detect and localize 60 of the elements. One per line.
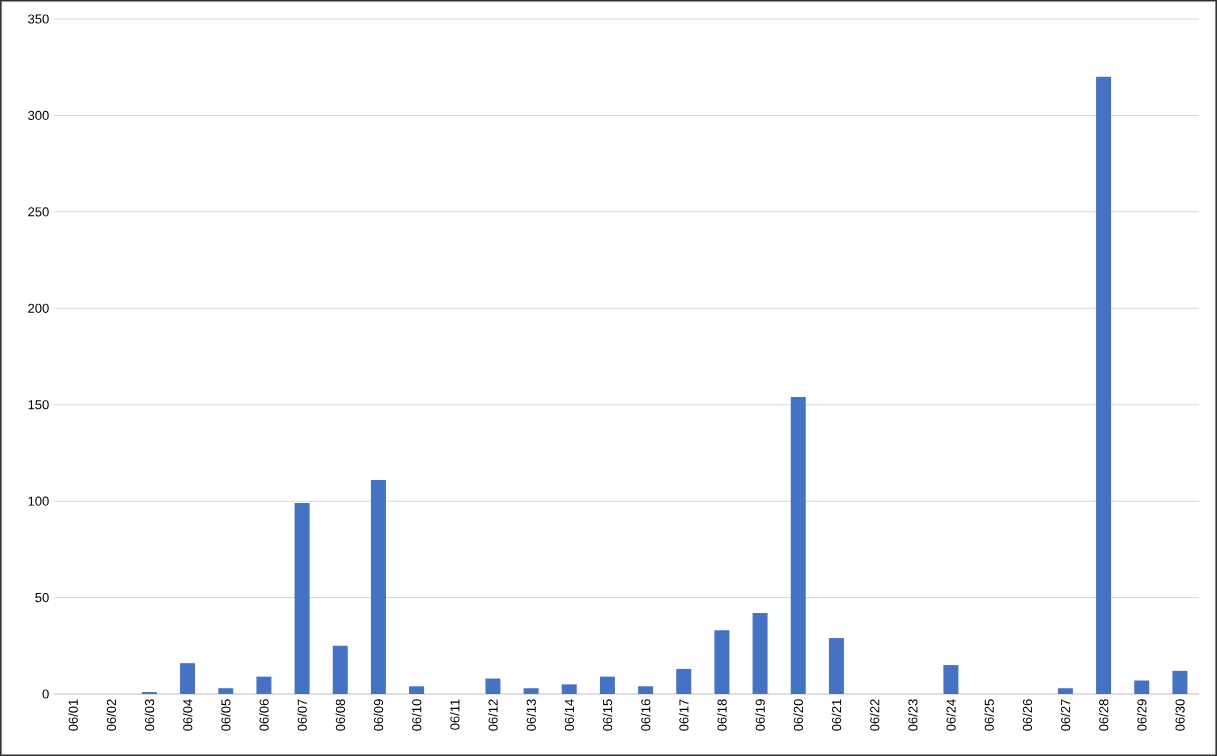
- bar: [1057, 688, 1073, 694]
- x-tick-label: 06/06: [259, 699, 269, 731]
- bar: [180, 663, 196, 694]
- x-tick-label: 06/07: [297, 699, 307, 731]
- x-tick-label: 06/12: [488, 699, 498, 731]
- bar: [523, 688, 539, 694]
- bar: [561, 684, 577, 694]
- y-tick-label: 150: [28, 400, 49, 410]
- x-tick-label: 06/22: [869, 699, 880, 731]
- x-tick-label: 06/15: [602, 699, 613, 731]
- bar: [294, 503, 310, 694]
- x-tick-label: 06/03: [144, 699, 155, 731]
- x-tick-label: 06/27: [1060, 699, 1071, 731]
- x-tick-label: 06/18: [717, 699, 727, 731]
- y-tick-label: 250: [28, 207, 49, 217]
- bar: [1134, 680, 1150, 694]
- bar: [676, 668, 692, 694]
- y-tick-label: 200: [28, 303, 49, 313]
- x-tick-label: 06/29: [1136, 699, 1147, 731]
- x-tick-label: 06/23: [907, 699, 918, 731]
- bar: [752, 613, 768, 694]
- y-tick-label: 0: [42, 689, 49, 699]
- x-tick-label: 06/17: [678, 699, 689, 731]
- x-tick-label: 06/28: [1098, 699, 1109, 731]
- bar: [828, 638, 844, 694]
- x-tick-label: 06/01: [68, 699, 78, 731]
- x-tick-label: 06/13: [526, 699, 536, 731]
- bar: [790, 397, 806, 694]
- x-tick-label: 06/11: [449, 699, 460, 730]
- x-tick-label: 06/24: [946, 699, 956, 731]
- x-tick-label: 06/05: [220, 699, 231, 731]
- bar: [1172, 670, 1188, 694]
- bar: [332, 645, 348, 694]
- y-tick-label: 50: [35, 592, 49, 603]
- bar: [409, 686, 425, 694]
- x-tick-label: 06/16: [640, 699, 651, 731]
- bar: [256, 676, 272, 694]
- bar: [943, 665, 959, 694]
- bar: [218, 688, 234, 694]
- bar: [599, 676, 615, 694]
- y-tick-label: 350: [28, 14, 49, 24]
- bar: [370, 479, 386, 694]
- x-tick-label: 06/09: [373, 699, 384, 731]
- bar: [714, 630, 730, 694]
- x-tick-label: 06/30: [1175, 699, 1185, 731]
- bar: [485, 678, 501, 694]
- x-tick-label: 06/04: [182, 699, 193, 731]
- x-tick-label: 06/21: [831, 699, 842, 731]
- bar: [638, 686, 654, 694]
- x-tick-label: 06/02: [106, 699, 117, 731]
- x-tick-label: 06/26: [1022, 699, 1033, 731]
- x-tick-label: 06/20: [793, 699, 804, 731]
- bar: [1096, 76, 1112, 694]
- y-tick-label: 100: [28, 496, 49, 506]
- x-tick-label: 06/25: [984, 699, 994, 731]
- x-tick-label: 06/10: [411, 699, 422, 731]
- x-tick-label: 06/14: [564, 699, 575, 731]
- y-tick-label: 300: [28, 110, 49, 121]
- x-tick-label: 06/19: [755, 699, 765, 731]
- x-tick-label: 06/08: [335, 699, 346, 731]
